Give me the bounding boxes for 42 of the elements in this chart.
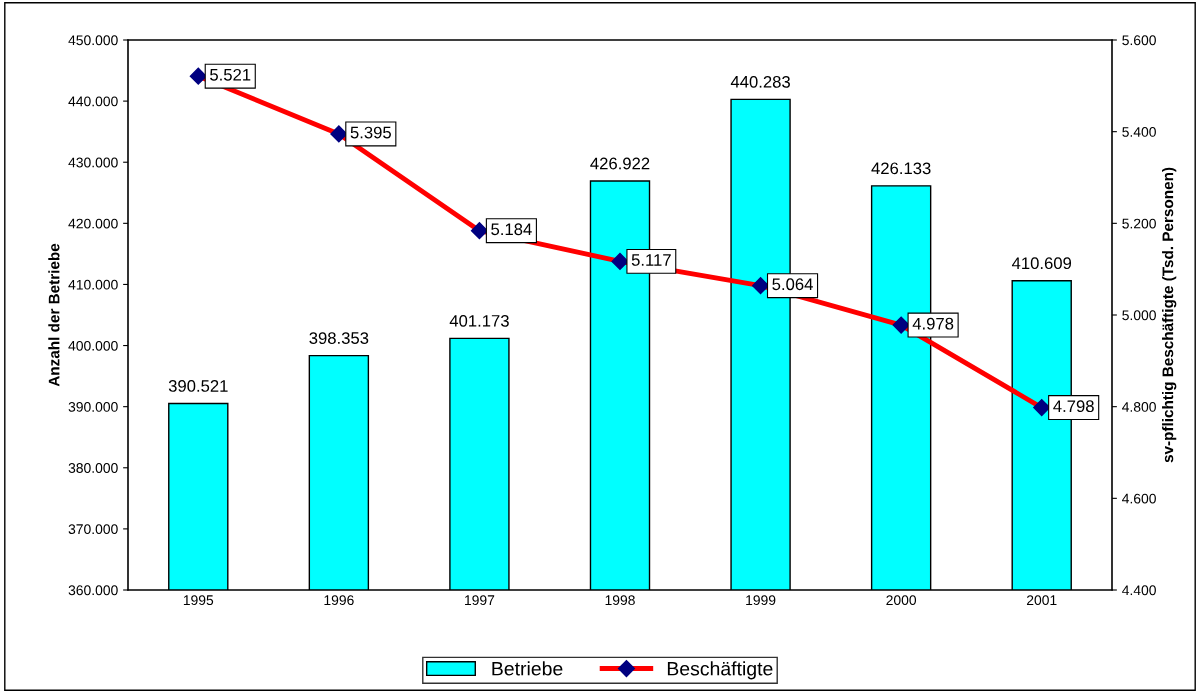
x-tick-label: 1997	[465, 595, 495, 606]
data-label: 5.117	[631, 254, 671, 266]
y-tick-label: 400.000	[68, 340, 118, 351]
y-tick-label: 370.000	[68, 524, 118, 535]
y2-tick-label: 4.400	[1122, 585, 1156, 596]
data-label: 426.133	[871, 162, 931, 175]
y-axis-title: Anzahl der Betriebe	[48, 243, 60, 387]
data-label: 410.609	[1011, 257, 1072, 270]
y-tick-label: 380.000	[68, 463, 118, 473]
legend-label: Betriebe	[492, 661, 563, 676]
y-tick-label: 420.000	[68, 218, 118, 229]
x-tick-label: 1998	[605, 595, 635, 606]
y2-tick-label: 5.000	[1122, 310, 1156, 321]
y2-tick-label: 4.600	[1122, 493, 1156, 504]
data-label: 440.283	[730, 75, 790, 88]
y-tick-label: 440.000	[68, 96, 118, 107]
y2-tick-label: 5.600	[1122, 35, 1156, 46]
y2-tick-label: 5.400	[1122, 127, 1156, 137]
y-tick-label: 430.000	[68, 157, 118, 168]
x-tick-label: 1995	[183, 595, 214, 606]
y-tick-label: 450.000	[68, 35, 118, 46]
y-tick-label: 360.000	[68, 585, 118, 596]
y2-tick-label: 5.200	[1122, 218, 1156, 229]
data-label: 4.798	[1053, 400, 1094, 413]
legend-label: Beschäftigte	[667, 661, 773, 680]
x-tick-label: 2000	[886, 595, 917, 606]
x-tick-label: 1999	[746, 595, 776, 606]
data-label: 398.353	[309, 332, 369, 344]
data-label: 5.184	[491, 223, 532, 236]
data-label: 5.521	[210, 68, 251, 81]
data-label: 5.064	[772, 278, 813, 291]
y2-tick-label: 4.800	[1122, 402, 1156, 412]
y-tick-label: 390.000	[68, 402, 118, 412]
data-label: 401.173	[449, 314, 509, 327]
y-tick-label: 410.000	[68, 279, 118, 290]
data-label: 4.978	[912, 317, 954, 330]
data-label: 426.922	[590, 157, 650, 170]
y2-axis-title: sv-pflichtig Beschäftigte (Tsd. Personen)	[1162, 167, 1177, 463]
x-tick-label: 2001	[1026, 595, 1057, 606]
x-tick-label: 1996	[324, 595, 354, 606]
data-label: 5.395	[350, 126, 391, 139]
data-label: 390.521	[168, 380, 228, 392]
